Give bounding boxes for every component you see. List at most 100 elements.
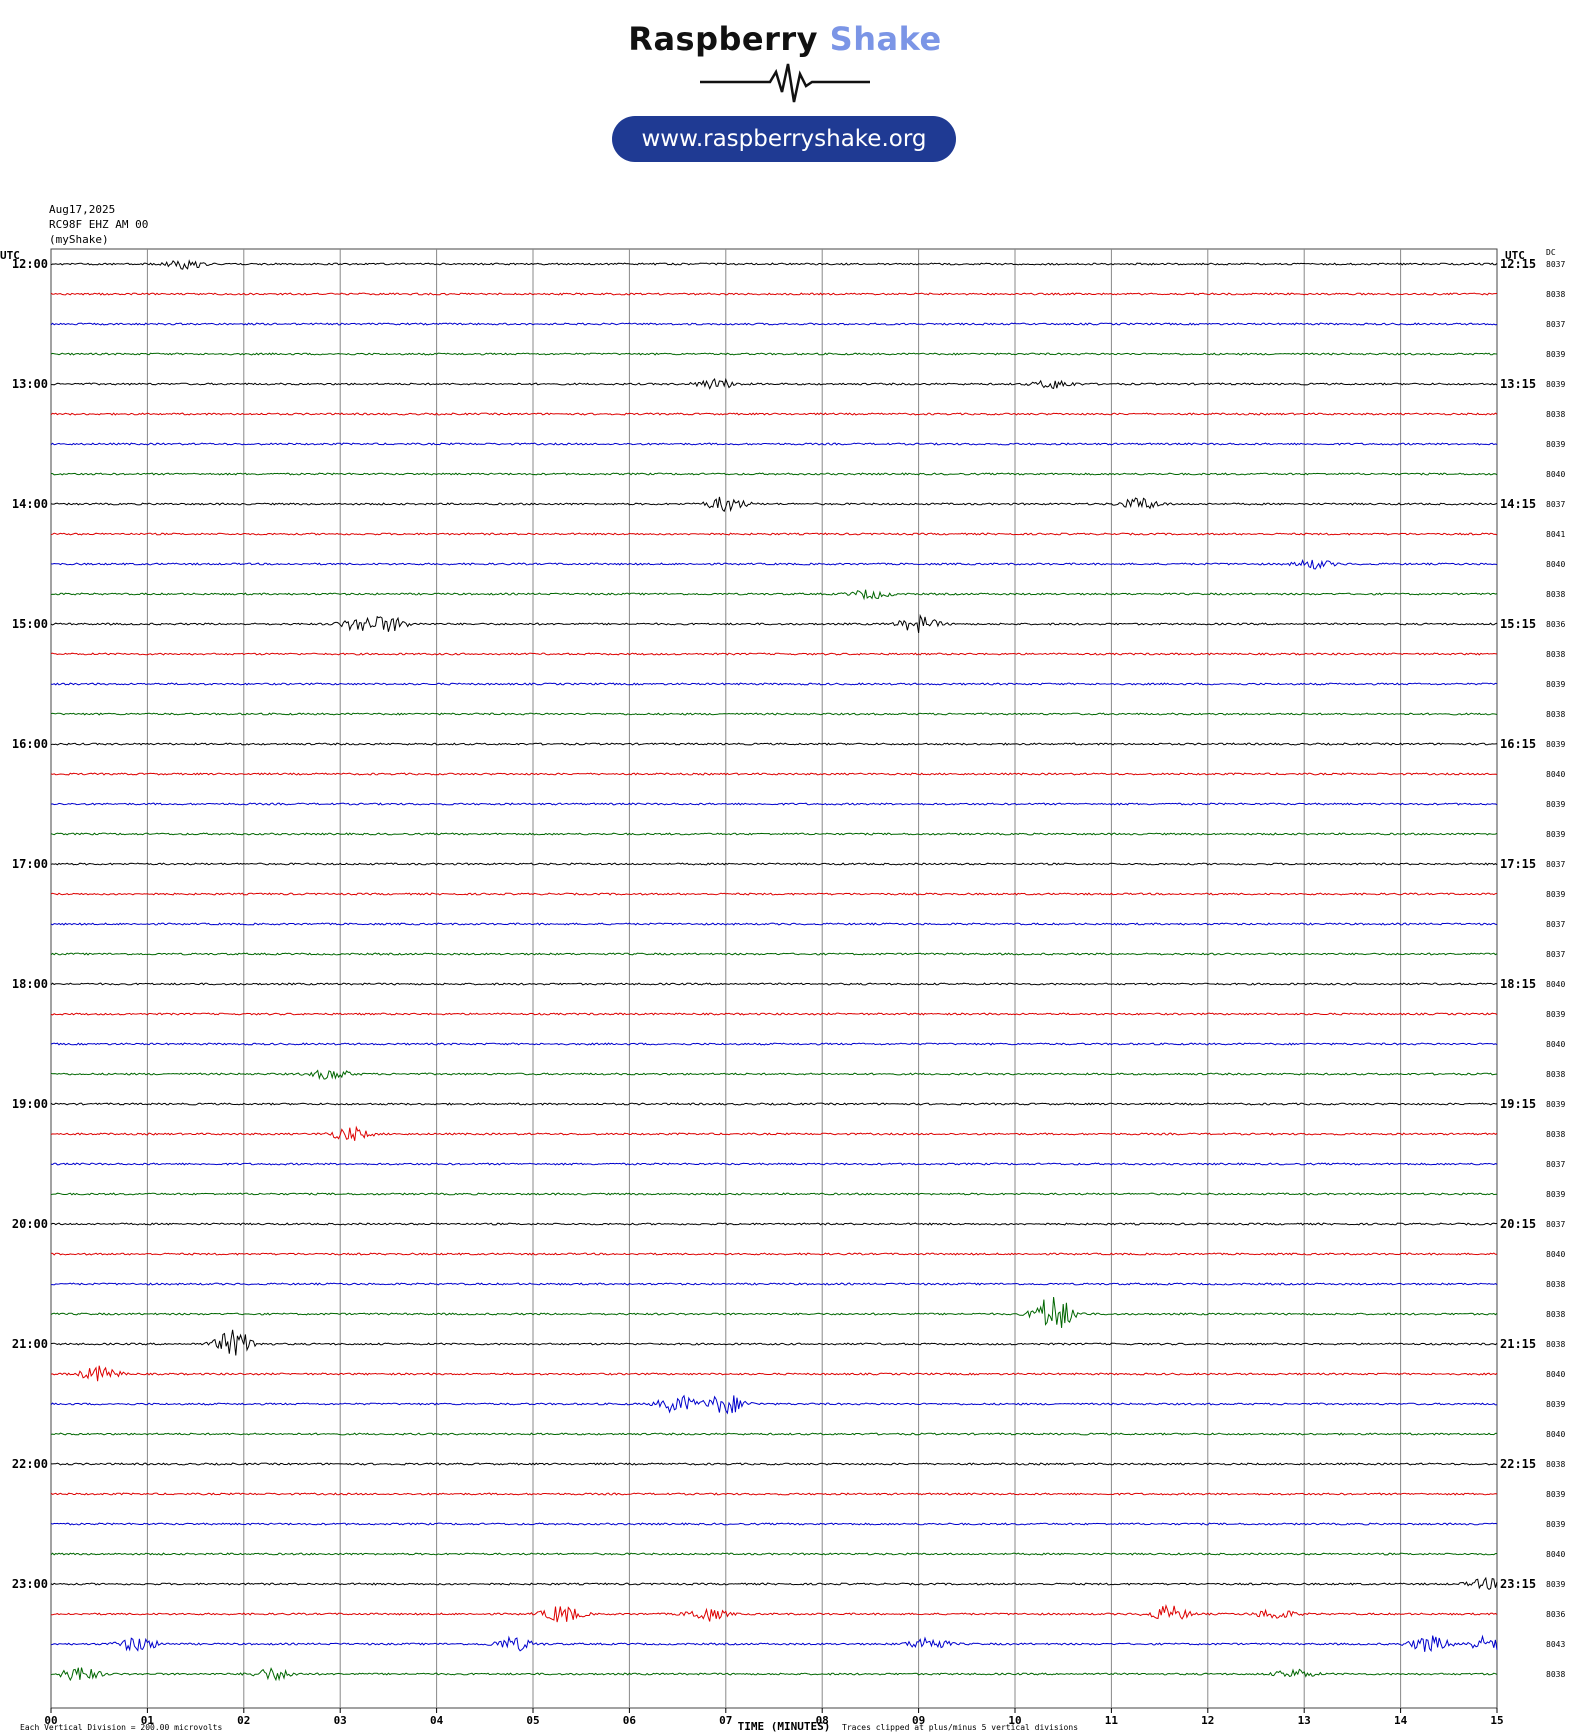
seismic-trace [50, 322, 1498, 326]
x-tick-label: 04 [430, 1714, 444, 1727]
seismic-trace [51, 1462, 1498, 1466]
hour-label-left: 18:00 [12, 977, 48, 991]
seismic-trace [50, 1042, 1498, 1046]
dc-offset-label: 8039 [1546, 680, 1565, 689]
x-tick-label: 03 [334, 1714, 347, 1727]
seismic-trace [50, 1222, 1498, 1226]
website-url-link[interactable]: www.raspberryshake.org [612, 116, 956, 162]
dc-offset-label: 8039 [1546, 800, 1565, 809]
seismic-trace [50, 1522, 1498, 1526]
x-tick-label: 15 [1490, 1714, 1503, 1727]
seismic-trace [50, 589, 1498, 601]
x-tick-label: 14 [1394, 1714, 1408, 1727]
dc-offset-label: 8036 [1546, 620, 1565, 629]
dc-offset-label: 8039 [1546, 1400, 1565, 1409]
dc-offset-label: 8039 [1546, 1190, 1565, 1199]
seismic-trace [50, 682, 1498, 686]
seismic-trace [50, 1012, 1498, 1016]
seismic-trace [50, 1394, 1498, 1415]
dc-offset-label: 8037 [1546, 1220, 1565, 1229]
dc-offset-label: 8038 [1546, 710, 1565, 719]
dc-offset-label: 8037 [1546, 860, 1565, 869]
dc-offset-label: 8040 [1546, 560, 1565, 569]
dc-offset-label: 8038 [1546, 1070, 1565, 1079]
x-tick-label: 00 [44, 1714, 57, 1727]
dc-offset-label: 8041 [1546, 530, 1565, 539]
dc-offset-label: 8037 [1546, 1160, 1565, 1169]
hour-label-right: 23:15 [1500, 1577, 1536, 1591]
hour-label-right: 18:15 [1500, 977, 1536, 991]
seismic-trace [50, 712, 1498, 716]
seismic-trace [50, 1432, 1498, 1436]
axis-labels: 00 01 02 03 04 05 06 07 08 09 10 11 12 13 14 15 8037 8038… [0, 248, 1565, 1732]
seismic-trace [50, 652, 1498, 656]
x-tick-label: 07 [719, 1714, 732, 1727]
dc-offset-label: 8037 [1546, 920, 1565, 929]
seismic-trace [50, 772, 1498, 776]
hour-label-left: 19:00 [12, 1097, 48, 1111]
dc-offset-label: 8038 [1546, 1280, 1565, 1289]
x-tick-label: 09 [912, 1714, 925, 1727]
dc-offset-label: 8038 [1546, 1460, 1565, 1469]
dc-offset-label: 8039 [1546, 350, 1565, 359]
seismic-wave-icon [700, 63, 870, 103]
seismic-trace [50, 1296, 1498, 1328]
dc-offset-label: 8039 [1546, 380, 1565, 389]
x-axis-title: TIME (MINUTES) [738, 1720, 831, 1732]
seismic-trace [50, 1667, 1498, 1682]
seismic-trace [50, 1162, 1498, 1166]
dc-offset-label: 8039 [1546, 1580, 1565, 1589]
dc-header-label: DC [1546, 248, 1556, 257]
dc-offset-label: 8039 [1546, 440, 1565, 449]
seismic-trace [50, 982, 1498, 986]
dc-offset-label: 8039 [1546, 1010, 1565, 1019]
seismic-trace [50, 1552, 1498, 1556]
seismic-trace [50, 742, 1498, 746]
dc-offset-label: 8037 [1546, 950, 1565, 959]
seismic-trace [50, 292, 1498, 296]
dc-offset-label: 8038 [1546, 1340, 1565, 1349]
hour-label-left: 15:00 [12, 617, 48, 631]
seismic-trace [51, 377, 1498, 390]
x-tick-label: 01 [141, 1714, 155, 1727]
utc-label-left: UTC [0, 249, 20, 262]
seismic-trace [50, 922, 1498, 926]
hour-label-right: 19:15 [1500, 1097, 1536, 1111]
dc-offset-label: 8039 [1546, 890, 1565, 899]
seismic-trace [50, 1069, 1498, 1081]
dc-offset-label: 8040 [1546, 1550, 1565, 1559]
dc-offset-label: 8038 [1546, 290, 1565, 299]
seismic-trace [50, 558, 1498, 570]
hour-label-left: 23:00 [12, 1577, 48, 1591]
dc-offset-label: 8040 [1546, 470, 1565, 479]
x-tick-label: 12 [1201, 1714, 1214, 1727]
hour-label-right: 21:15 [1500, 1337, 1536, 1351]
hour-label-left: 14:00 [12, 497, 48, 511]
seismic-trace [50, 862, 1498, 866]
dc-offset-label: 8037 [1546, 260, 1565, 269]
hour-label-left: 21:00 [12, 1337, 48, 1351]
grid-lines [50, 248, 1498, 1713]
dc-offset-label: 8038 [1546, 1130, 1565, 1139]
seismic-trace [50, 259, 1498, 270]
hour-label-left: 12:00 [12, 257, 48, 271]
record-date: Aug17,2025 [49, 203, 116, 216]
seismic-trace [50, 1192, 1498, 1196]
seismic-trace [50, 412, 1498, 416]
x-tick-label: 02 [237, 1714, 250, 1727]
dc-offset-label: 8040 [1546, 1370, 1565, 1379]
logo-word-shake: Shake [829, 20, 942, 58]
dc-offset-label: 8038 [1546, 650, 1565, 659]
dc-offset-label: 8037 [1546, 320, 1565, 329]
dc-offset-label: 8039 [1546, 1520, 1565, 1529]
hour-label-right: 20:15 [1500, 1217, 1536, 1231]
dc-offset-label: 8040 [1546, 1430, 1565, 1439]
dc-offset-label: 8039 [1546, 830, 1565, 839]
seismic-trace [50, 892, 1498, 896]
seismic-trace [50, 1576, 1498, 1591]
x-tick-label: 13 [1298, 1714, 1311, 1727]
dc-offset-label: 8036 [1546, 1610, 1565, 1619]
dc-offset-label: 8039 [1546, 1490, 1565, 1499]
seismic-trace [50, 952, 1498, 956]
